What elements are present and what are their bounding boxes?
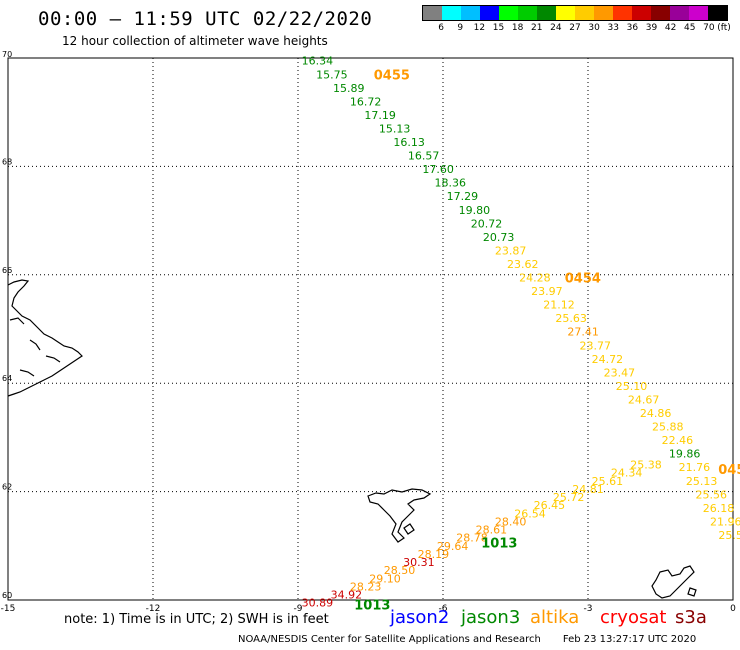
wave-height-label: 24.28 (519, 272, 551, 285)
wave-height-label: 25.88 (652, 421, 684, 434)
lat-tick-label: 66 (2, 266, 12, 275)
wave-height-label: 21.12 (543, 299, 575, 312)
wave-height-label: 23.62 (507, 258, 539, 271)
wave-height-label: 17.29 (447, 190, 479, 203)
wave-height-label: 17.60 (422, 163, 454, 176)
norway-coast-detail (10, 318, 60, 376)
lat-tick-label: 68 (2, 157, 12, 166)
wave-height-label: 24.86 (640, 407, 672, 420)
wave-height-label: 20.73 (483, 231, 515, 244)
wave-height-label: 20.72 (471, 217, 503, 230)
wave-height-label: 21.96 (710, 515, 740, 528)
wave-height-label: 25.63 (555, 312, 587, 325)
norway-coastline (8, 280, 82, 396)
wave-height-label: 15.75 (316, 68, 348, 81)
sat-s3a: s3a (675, 607, 707, 628)
footer-timestamp: Feb 23 13:27:17 UTC 2020 (563, 634, 696, 645)
wave-height-label: 16.57 (408, 150, 440, 163)
lat-tick-label: 60 (2, 591, 12, 600)
wave-height-label: 22.46 (662, 434, 694, 447)
wave-height-label: 26.18 (703, 502, 735, 515)
altimeter-map: -15 -12 -9 -6 -3 0706866646260 16.3415.7515.8… (0, 0, 740, 650)
pass-time-label: 0454 (565, 272, 601, 287)
wave-height-label: 25.13 (686, 475, 718, 488)
altimeter-track: 23.8723.6224.2823.9721.1225.6327.4123.77… (495, 244, 701, 460)
shetland-islet (688, 588, 696, 596)
sat-altika: altika (530, 607, 579, 628)
wave-height-label: 27.41 (567, 326, 599, 339)
lat-tick-label: 64 (2, 374, 12, 383)
altimeter-tracks: 16.3415.7515.8916.7217.1915.1316.1316.57… (302, 55, 740, 614)
wave-height-label: 23.47 (604, 366, 636, 379)
wave-height-label: 15.13 (379, 122, 411, 135)
wave-height-label: 16.34 (302, 55, 334, 68)
pass-time-label: 0455 (374, 68, 410, 83)
wave-height-label: 23.77 (580, 339, 612, 352)
sat-cryosat: cryosat (600, 607, 666, 628)
lon-tick-label: -15 (1, 604, 16, 614)
wave-height-label: 24.72 (592, 353, 624, 366)
pass-time-label: 1013 (354, 599, 390, 614)
wave-height-label: 25.38 (630, 459, 662, 472)
lon-tick-label: -3 (584, 604, 593, 614)
pass-time-label: 1013 (481, 537, 517, 552)
lon-tick-label: 0 (730, 604, 736, 614)
lat-tick-label: 70 (2, 50, 12, 59)
graticule (8, 58, 733, 600)
lat-tick-label: 62 (2, 483, 12, 492)
map-footer: NOAA/NESDIS Center for Satellite Applica… (238, 634, 696, 645)
faroe-islet (404, 524, 414, 534)
pass-time-label: 0453 (718, 463, 740, 478)
map-note: note: 1) Time is in UTC; 2) SWH is in fe… (64, 612, 329, 627)
altimeter-track: 16.3415.7515.8916.7217.1915.1316.1316.57… (302, 55, 515, 244)
faroe-islands (368, 489, 430, 542)
wave-height-label: 16.13 (393, 136, 425, 149)
wave-height-label: 15.89 (333, 82, 365, 95)
axis-labels: -15 -12 -9 -6 -3 0 70 68 66 64 62 60 (1, 50, 736, 614)
footer-credit: NOAA/NESDIS Center for Satellite Applica… (238, 634, 541, 645)
wave-height-label: 17.19 (364, 109, 396, 122)
wave-height-label: 19.80 (459, 204, 491, 217)
map-frame (8, 58, 733, 600)
wave-height-label: 23.97 (531, 285, 563, 298)
wave-height-label: 19.86 (669, 448, 701, 461)
wave-height-label: 25.56 (696, 488, 728, 501)
wave-height-label: 25.10 (616, 380, 648, 393)
sat-jason3: jason3 (461, 607, 520, 628)
sat-jason2: jason2 (390, 607, 449, 628)
wave-height-label: 25.5 (718, 529, 740, 542)
wave-height-label: 21.76 (679, 461, 711, 474)
wave-height-label: 24.67 (628, 393, 660, 406)
wave-height-label: 23.87 (495, 244, 527, 257)
wave-height-label: 30.89 (302, 597, 334, 610)
wave-height-label: 16.72 (350, 95, 382, 108)
wave-height-label: 18.36 (435, 177, 467, 190)
